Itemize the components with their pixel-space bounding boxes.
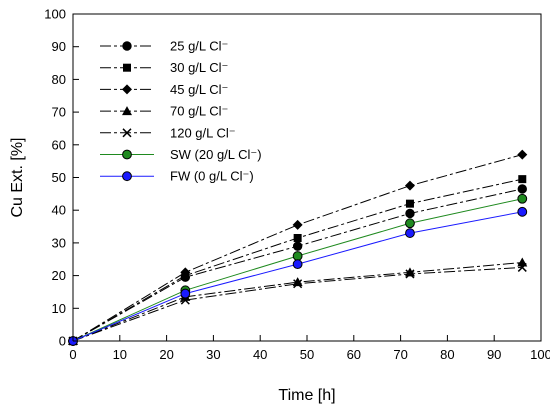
series-3	[68, 257, 528, 345]
legend-item: 25 g/L Cl⁻	[100, 39, 228, 54]
data-point	[517, 184, 527, 194]
legend: 25 g/L Cl⁻ 30 g/L Cl⁻ 45 g/L Cl⁻ 70 g/L Cl⁻…	[100, 39, 262, 184]
legend-marker	[122, 128, 132, 138]
data-point	[405, 199, 414, 208]
legend-label: 70 g/L Cl⁻	[170, 104, 228, 119]
data-point	[180, 288, 191, 299]
data-point	[292, 241, 303, 251]
y-tick-label: 90	[52, 39, 66, 54]
legend-item: 30 g/L Cl⁻	[100, 60, 228, 75]
x-tick-label: 100	[530, 347, 550, 362]
series-line	[72, 266, 523, 342]
data-point	[293, 279, 303, 289]
legend-label: 25 g/L Cl⁻	[170, 39, 228, 54]
legend-item: 45 g/L Cl⁻	[100, 82, 228, 97]
data-point	[405, 228, 415, 238]
legend-label: SW (20 g/L Cl⁻)	[170, 147, 262, 162]
x-tick-label: 40	[253, 347, 267, 362]
legend-item: FW (0 g/L Cl⁻)	[100, 169, 254, 184]
legend-marker	[123, 63, 131, 72]
series-line	[72, 154, 523, 342]
series-line	[72, 211, 523, 342]
series-line	[72, 262, 523, 342]
legend-label: 45 g/L Cl⁻	[170, 82, 228, 97]
data-point	[517, 262, 527, 272]
y-axis-title: Cu Ext. [%]	[9, 137, 26, 217]
x-tick-label: 90	[487, 347, 501, 362]
legend-label: 120 g/L Cl⁻	[170, 125, 236, 140]
data-point	[293, 233, 302, 242]
y-tick-label: 10	[52, 301, 66, 316]
y-tick-label: 40	[52, 203, 66, 218]
plot-area	[72, 13, 542, 342]
y-tick-label: 30	[52, 235, 66, 250]
y-tick-label: 20	[52, 268, 66, 283]
data-point	[292, 251, 303, 261]
legend-marker	[122, 106, 132, 116]
axis-group: 0 10 20 30 40 50 60 70 80 90 100 0 10 20 30 40 50 60 70 80 9…	[44, 7, 550, 363]
data-point	[180, 267, 191, 278]
y-tick-label: 70	[52, 105, 66, 120]
legend-marker	[122, 41, 132, 51]
legend-item: SW (20 g/L Cl⁻)	[100, 147, 262, 162]
legend-label: FW (0 g/L Cl⁻)	[170, 169, 254, 184]
data-point	[517, 193, 528, 204]
x-axis-title: Time [h]	[278, 387, 335, 404]
y-tick-label: 60	[52, 137, 66, 152]
y-tick-label: 100	[44, 7, 66, 22]
y-tick-label: 80	[52, 72, 66, 87]
data-point	[292, 219, 303, 230]
x-tick-label: 0	[69, 347, 76, 362]
legend-item: 120 g/L Cl⁻	[100, 125, 236, 140]
x-tick-label: 80	[440, 347, 454, 362]
x-tick-label: 70	[393, 347, 407, 362]
legend-marker	[122, 84, 132, 95]
x-tick-label: 10	[113, 347, 127, 362]
data-point	[518, 175, 527, 184]
data-point	[405, 269, 415, 279]
x-tick-label: 50	[300, 347, 314, 362]
y-tick-label: 0	[59, 334, 66, 349]
series-6	[68, 206, 528, 346]
data-point	[405, 208, 415, 219]
legend-marker	[122, 149, 132, 160]
series-group	[68, 149, 528, 346]
data-point	[517, 206, 528, 217]
data-point	[292, 259, 303, 270]
legend-item: 70 g/L Cl⁻	[100, 104, 228, 119]
data-point	[517, 257, 528, 267]
plot-frame	[72, 13, 542, 342]
y-tick-label: 50	[52, 170, 66, 185]
data-point	[405, 218, 415, 229]
legend-marker	[122, 171, 132, 182]
series-5	[68, 193, 528, 346]
x-tick-label: 30	[206, 347, 220, 362]
data-point	[517, 149, 528, 160]
legend-label: 30 g/L Cl⁻	[170, 60, 228, 75]
x-tick-label: 20	[159, 347, 173, 362]
x-tick-label: 60	[347, 347, 361, 362]
data-point	[404, 180, 415, 191]
